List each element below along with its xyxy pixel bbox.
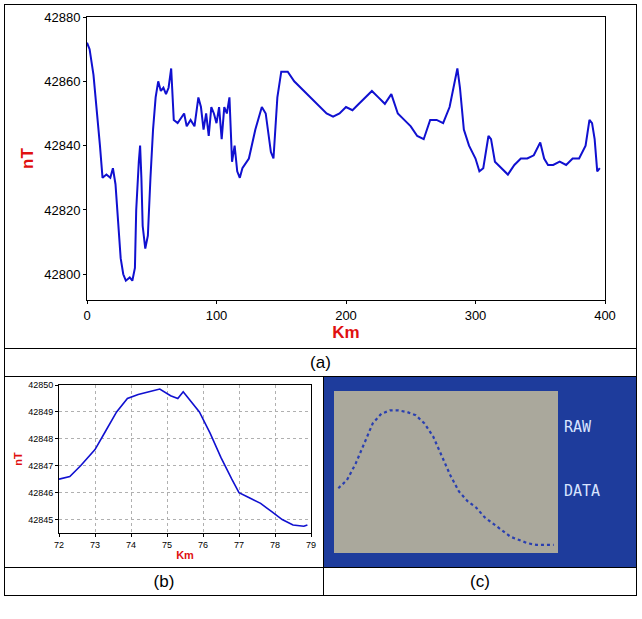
svg-text:nT: nT: [12, 452, 24, 466]
html-text:(c): (c): [470, 571, 490, 591]
svg-text:200: 200: [335, 308, 357, 323]
svg-text:RAW: RAW: [564, 418, 592, 436]
svg-text:76: 76: [198, 540, 208, 550]
svg-text:77: 77: [234, 540, 244, 550]
html-text:(b): (b): [153, 571, 175, 591]
svg-text:72: 72: [54, 540, 64, 550]
svg-text:78: 78: [270, 540, 280, 550]
svg-text:nT: nT: [18, 148, 37, 169]
svg-text:42845: 42845: [28, 515, 53, 525]
svg-text:42800: 42800: [44, 267, 80, 282]
svg-text:Km: Km: [176, 549, 194, 561]
svg-text:75: 75: [162, 540, 172, 550]
svg-text:42848: 42848: [28, 434, 53, 444]
svg-text:0: 0: [83, 308, 90, 323]
svg-text:73: 73: [90, 540, 100, 550]
svg-text:42840: 42840: [44, 138, 80, 153]
svg-text:100: 100: [206, 308, 228, 323]
svg-text:74: 74: [126, 540, 136, 550]
svg-text:42846: 42846: [28, 488, 53, 498]
svg-text:300: 300: [465, 308, 487, 323]
svg-text:79: 79: [306, 540, 316, 550]
svg-text:Km: Km: [332, 323, 359, 342]
svg-text:42820: 42820: [44, 203, 80, 218]
svg-text:42860: 42860: [44, 74, 80, 89]
svg-text:42847: 42847: [28, 461, 53, 471]
svg-text:DATA: DATA: [564, 482, 600, 500]
svg-text:42850: 42850: [28, 380, 53, 390]
html-text:(a): (a): [310, 352, 331, 372]
svg-text:42849: 42849: [28, 407, 53, 417]
svg-text:42880: 42880: [44, 10, 80, 25]
svg-text:400: 400: [594, 308, 616, 323]
